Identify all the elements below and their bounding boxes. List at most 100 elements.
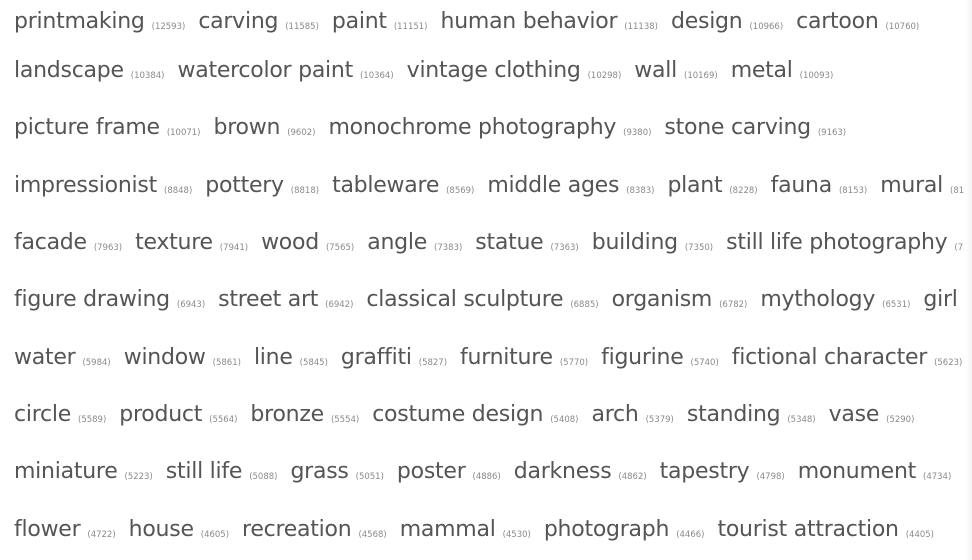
tag-link[interactable]: building (7350) [592,230,713,255]
tag-link[interactable]: impressionist (8848) [14,173,192,198]
tag-link[interactable]: carving (11585) [198,9,319,34]
tag-count: (5223) [124,472,153,483]
tag-label: building [591,230,678,256]
tag-link[interactable]: brown (9602) [214,115,316,140]
tag-link[interactable]: standing (5348) [687,402,816,427]
tag-link[interactable]: tourist attraction (4405) [717,517,934,542]
tag-count: (7565) [325,243,355,254]
tag-link[interactable]: bronze (5554) [250,402,359,427]
tag-count: (5861) [212,357,241,368]
tag-link[interactable]: miniature (5223) [14,459,153,484]
tag-link[interactable]: still life photography (7313) [726,230,964,255]
tag-label: monochrome photography [328,115,617,141]
tag-link[interactable]: statue (7363) [475,230,578,255]
tag-label: wood [261,230,319,256]
tag-count: (10071) [166,128,201,139]
scroll-edge [966,0,972,560]
tag-link[interactable]: vintage clothing (10298) [407,58,622,83]
tag-link[interactable]: fauna (8153) [771,173,868,198]
tag-link[interactable]: cartoon (10760) [796,9,919,34]
tag-link[interactable]: product (5564) [119,402,237,427]
tag-label: plant [667,172,723,198]
tag-label: mural [880,172,943,198]
tag-link[interactable]: girl(6481) [923,287,964,312]
tag-count: (8848) [164,185,193,196]
tag-link[interactable]: furniture (5770) [460,345,588,370]
tag-link[interactable]: still life (5088) [166,459,278,484]
tag-link[interactable]: facade (7963) [14,230,122,255]
tag-label: standing [686,401,781,427]
tag-label: angle [367,230,428,256]
tag-link[interactable]: figure drawing (6943) [14,287,205,312]
tag-row: miniature (5223) still life (5088) grass (505… [14,443,964,500]
tag-label: mammal [399,516,496,542]
tag-label: organism [611,287,713,313]
tag-label: mythology [760,287,876,313]
tag-link[interactable]: vase (5290) [829,402,915,427]
tag-count: (5051) [355,472,384,483]
tag-link[interactable]: texture (7941) [135,230,248,255]
tag-link[interactable]: human behavior (11138) [441,9,658,34]
tag-count: (4798) [756,472,785,483]
tag-count: (10298) [587,71,622,82]
tag-label: graffiti [340,344,412,370]
tag-count: (4734) [923,472,952,483]
tag-link[interactable]: poster (4886) [397,459,501,484]
tag-link[interactable]: angle (7383) [367,230,462,255]
tag-link[interactable]: arch (5379) [592,402,674,427]
tag-link[interactable]: mythology (6531) [760,287,910,312]
tag-label: miniature [14,459,118,485]
tag-label: still life [165,459,243,485]
tag-count: (11585) [285,21,319,32]
tag-link[interactable]: circle (5589) [14,402,106,427]
tag-count: (10384) [130,71,165,82]
tag-count: (7363) [550,243,579,254]
tag-label: figure drawing [14,287,170,313]
tag-link[interactable]: stone carving (9163) [664,115,846,140]
tag-link[interactable]: pottery (8818) [205,173,319,198]
tag-link[interactable]: street art (6942) [218,287,353,312]
tag-link[interactable]: classical sculpture (6885) [366,287,598,312]
tag-link[interactable]: wall (10169) [634,58,717,83]
tag-link[interactable]: watercolor paint (10364) [177,58,393,83]
tag-link[interactable]: window (5861) [124,345,241,370]
tag-link[interactable]: metal (10093) [731,58,834,83]
tag-link[interactable]: line (5845) [254,345,328,370]
tag-link[interactable]: flower (4722) [14,517,116,542]
tag-link[interactable]: design (10966) [671,9,783,34]
tag-link[interactable]: fictional character (5623) [732,345,963,370]
tag-link[interactable]: middle ages (8383) [487,173,654,198]
tag-link[interactable]: monochrome photography (9380) [328,115,651,140]
tag-label: photograph [543,516,670,542]
tag-label: darkness [513,459,612,485]
tag-link[interactable]: plant (8228) [667,173,757,198]
tag-link[interactable]: tableware (8569) [332,173,474,198]
tag-link[interactable]: mammal (4530) [400,517,531,542]
tag-link[interactable]: monument (4734) [798,459,952,484]
tag-link[interactable]: house (4605) [129,517,229,542]
tag-link[interactable]: landscape (10384) [14,58,164,83]
tag-count: (12593) [151,21,186,32]
tag-count: (7941) [219,243,249,254]
tag-count: (10169) [684,71,718,82]
tag-link[interactable]: mural (8140) [880,173,964,198]
tag-link[interactable]: picture frame (10071) [14,115,201,140]
tag-link[interactable]: printmaking (12593) [14,9,185,34]
tag-cloud: printmaking (12593) carving (11585) paint (11… [14,0,964,558]
tag-link[interactable]: organism (6782) [612,287,748,312]
tag-label: pottery [205,172,284,198]
tag-label: paint [331,8,387,34]
tag-link[interactable]: paint (11151) [332,9,428,34]
tag-link[interactable]: recreation (4568) [242,517,387,542]
tag-link[interactable]: grass (5051) [290,459,383,484]
tag-link[interactable]: darkness (4862) [514,459,647,484]
tag-link[interactable]: wood (7565) [261,230,354,255]
tag-count: (5984) [82,357,111,368]
tag-link[interactable]: photograph (4466) [544,517,705,542]
tag-link[interactable]: graffiti (5827) [341,345,447,370]
tag-link[interactable]: costume design (5408) [372,402,578,427]
tag-label: costume design [372,401,544,427]
tag-link[interactable]: water (5984) [14,345,111,370]
tag-link[interactable]: tapestry (4798) [660,459,785,484]
tag-link[interactable]: figurine (5740) [601,345,719,370]
